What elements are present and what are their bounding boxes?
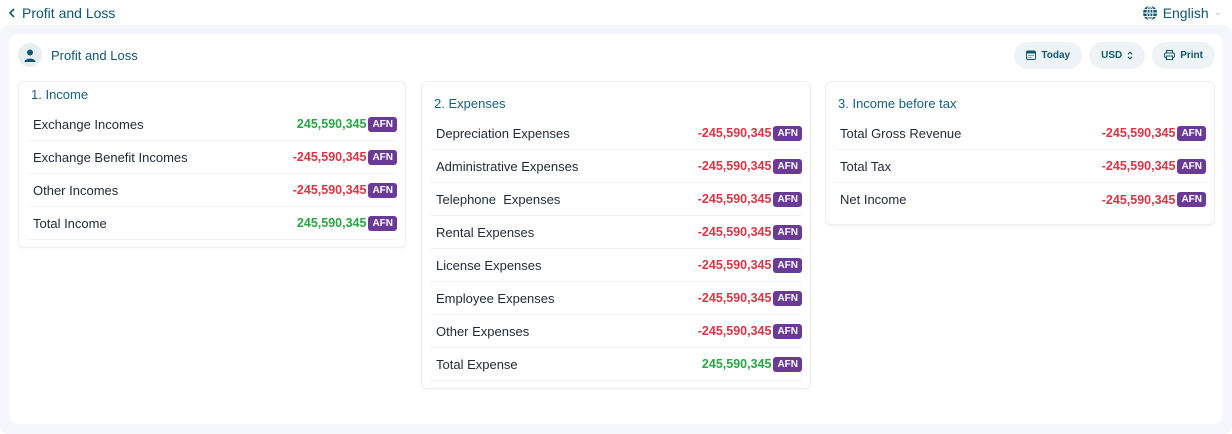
currency-badge: AFN <box>773 158 802 174</box>
globe-icon <box>1142 5 1157 20</box>
currency-badge: AFN <box>1177 158 1206 174</box>
currency-badge: AFN <box>773 356 802 372</box>
user-icon <box>18 43 42 67</box>
currency-select[interactable]: USD <box>1089 41 1146 69</box>
calendar-icon <box>1026 50 1037 60</box>
table-row: Exchange Benefit Incomes -245,590,345 AFN <box>27 141 397 174</box>
page-title: Profit and Loss <box>51 47 138 63</box>
currency-badge: AFN <box>368 116 397 132</box>
currency-badge: AFN <box>368 182 397 198</box>
table-row: License Expenses -245,590,345 AFN <box>430 249 802 282</box>
section-title: 2. Expenses <box>434 96 506 111</box>
back-link[interactable]: Profit and Loss <box>8 5 115 21</box>
table-row: Depreciation Expenses -245,590,345 AFN <box>430 117 802 150</box>
section-title: 3. Income before tax <box>838 96 957 111</box>
currency-badge: AFN <box>773 257 802 273</box>
table-row: Net Income -245,590,345 AFN <box>834 183 1206 216</box>
currency-badge: AFN <box>773 191 802 207</box>
back-link-label: Profit and Loss <box>22 4 116 21</box>
table-row: Other Incomes -245,590,345 AFN <box>27 174 397 207</box>
table-row: Administrative Expenses -245,590,345 AFN <box>430 150 802 183</box>
income-before-tax-card: 3. Income before tax Total Gross Revenue… <box>825 81 1215 225</box>
currency-badge: AFN <box>368 149 397 165</box>
currency-badge: AFN <box>368 215 397 231</box>
today-button[interactable]: Today <box>1014 41 1083 69</box>
currency-badge: AFN <box>1177 125 1206 141</box>
expenses-card: 2. Expenses Depreciation Expenses -245,59… <box>421 81 811 389</box>
toolbar: Today USD Print <box>1014 41 1215 69</box>
table-row: Total Income 245,590,345 AFN <box>27 207 397 240</box>
table-row: Employee Expenses -245,590,345 AFN <box>430 282 802 315</box>
currency-badge: AFN <box>773 323 802 339</box>
table-row: Telephone Expenses -245,590,345 AFN <box>430 183 802 216</box>
table-row: Total Expense 245,590,345 AFN <box>430 348 802 381</box>
currency-badge: AFN <box>773 290 802 306</box>
section-title: 1. Income <box>31 87 89 102</box>
print-button[interactable]: Print <box>1152 41 1215 69</box>
top-bar: Profit and Loss English ⌄ <box>0 0 1232 25</box>
currency-badge: AFN <box>1177 192 1206 207</box>
table-row: Exchange Incomes 245,590,345 AFN <box>27 108 397 141</box>
language-selector[interactable]: English ⌄ <box>1142 5 1222 21</box>
table-row: Total Gross Revenue -245,590,345 AFN <box>834 117 1206 150</box>
chevron-down-icon: ⌄ <box>1213 7 1222 18</box>
currency-badge: AFN <box>773 125 802 141</box>
table-row: Rental Expenses -245,590,345 AFN <box>430 216 802 249</box>
language-label: English <box>1162 4 1209 21</box>
sort-chevrons-icon <box>1127 50 1133 60</box>
table-row: Other Expenses -245,590,345 AFN <box>430 315 802 348</box>
printer-icon <box>1164 50 1176 60</box>
chevron-left-icon <box>8 7 15 18</box>
table-row: Total Tax -245,590,345 AFN <box>834 150 1206 183</box>
page-container: Profit and Loss Today USD Print 1. Incom <box>0 25 1232 434</box>
currency-badge: AFN <box>773 224 802 240</box>
income-card: 1. Income Exchange Incomes 245,590,345 AFN… <box>18 81 406 248</box>
profit-loss-panel: Profit and Loss Today USD Print 1. Incom <box>9 34 1223 424</box>
panel-header: Profit and Loss Today USD Print <box>9 34 1223 76</box>
